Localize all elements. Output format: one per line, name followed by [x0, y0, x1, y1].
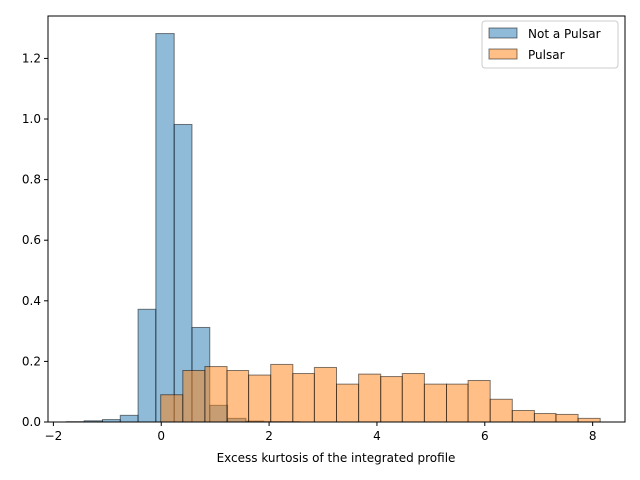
- pulsar-bar-14: [467, 379, 491, 423]
- legend-swatch-pulsar: [488, 48, 518, 60]
- pulsar-bar-19: [577, 417, 601, 423]
- plot-area: [65, 33, 601, 423]
- pulsar-bar-3: [226, 369, 250, 423]
- x-axis-label: Excess kurtosis of the integrated profil…: [217, 451, 456, 465]
- x-tick-label: 2: [265, 429, 273, 443]
- x-tick-label: 0: [157, 429, 165, 443]
- axes-frame: [47, 15, 626, 423]
- pulsar-bar-6: [292, 373, 315, 423]
- pulsar-bar-1: [182, 369, 206, 423]
- x-axis-ticks: −2 0 2 4 6 8: [45, 422, 597, 443]
- legend-swatch-not-a-pulsar: [488, 27, 518, 39]
- x-tick-label: 6: [481, 429, 489, 443]
- y-tick-label: 0.0: [22, 415, 41, 429]
- y-tick-label: 0.4: [22, 294, 41, 308]
- pulsar-bar-13: [446, 383, 469, 423]
- not-a-pulsar-bar-5: [155, 33, 175, 423]
- x-tick-label: −2: [45, 429, 63, 443]
- pulsar-bar-7: [313, 366, 338, 423]
- pulsar-bar-16: [511, 409, 535, 423]
- pulsar-bar-2: [204, 366, 228, 423]
- y-tick-label: 0.6: [22, 233, 41, 247]
- series-pulsar-bars: [160, 363, 601, 423]
- pulsar-bar-15: [489, 398, 513, 423]
- y-tick-label: 0.8: [22, 173, 41, 187]
- not-a-pulsar-bar-4: [137, 308, 157, 423]
- y-tick-label: 1.2: [22, 51, 41, 65]
- pulsar-bar-10: [380, 376, 403, 423]
- pulsar-bar-5: [270, 363, 294, 423]
- pulsar-bar-12: [423, 383, 448, 423]
- legend: Not a Pulsar Pulsar: [481, 20, 619, 69]
- pulsar-bar-18: [555, 413, 579, 423]
- x-tick-label: 8: [589, 429, 597, 443]
- y-axis-ticks: 0.0 0.2 0.4 0.6 0.8 1.0 1.2: [22, 51, 48, 429]
- pulsar-bar-17: [533, 413, 557, 423]
- pulsar-bar-0: [160, 394, 184, 423]
- not-a-pulsar-bar-3: [119, 414, 139, 423]
- legend-label-not-a-pulsar: Not a Pulsar: [528, 27, 601, 41]
- y-tick-label: 1.0: [22, 112, 41, 126]
- legend-label-pulsar: Pulsar: [528, 48, 565, 62]
- pulsar-bar-9: [358, 373, 382, 423]
- y-tick-label: 0.2: [22, 354, 41, 368]
- pulsar-bar-8: [336, 383, 360, 423]
- x-tick-label: 4: [373, 429, 381, 443]
- pulsar-bar-4: [248, 374, 272, 423]
- pulsar-bar-11: [401, 373, 425, 423]
